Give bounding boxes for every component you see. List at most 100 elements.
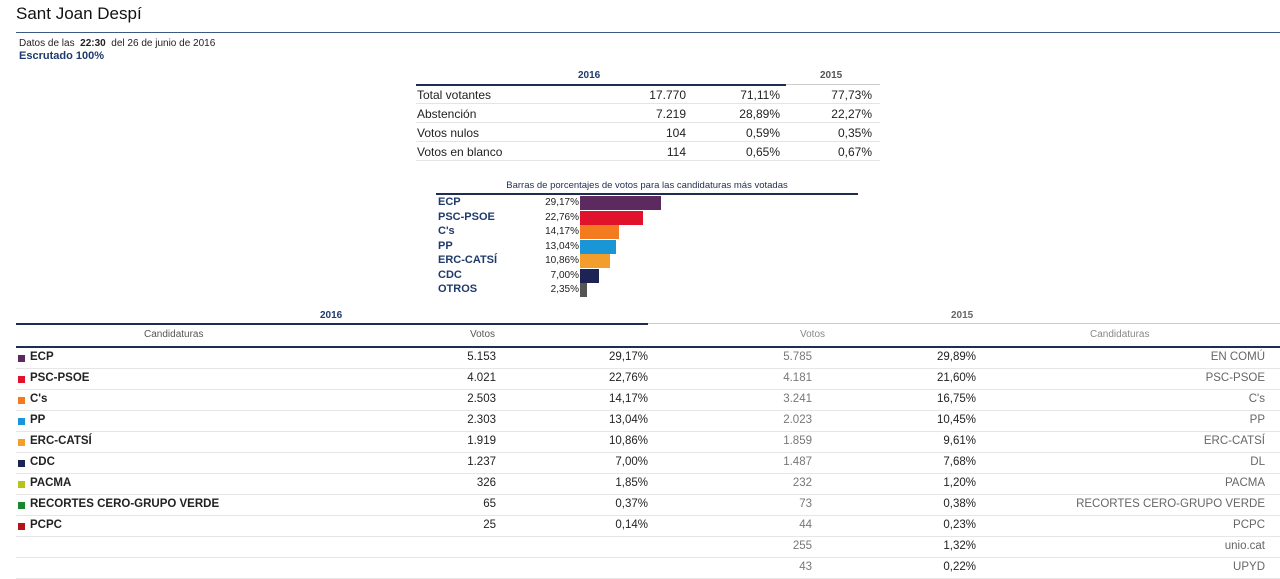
pct-2015: 21,60%: [936, 372, 976, 384]
pct-2015: 9,61%: [943, 435, 976, 447]
party-name: ERC-CATSÍ: [30, 435, 92, 447]
bar-category-label: PP: [438, 239, 453, 252]
results-row: PCPC 25 0,14% 44 0,23% PCPC: [16, 516, 1280, 537]
votes-2015: 3.241: [783, 393, 812, 405]
results-row: 255 1,32% unio.cat: [16, 537, 1280, 558]
chart-title: Barras de porcentajes de votos para las …: [506, 180, 788, 191]
results-row: CDC 1.237 7,00% 1.487 7,68% DL: [16, 453, 1280, 474]
pct-2015: 29,89%: [936, 351, 976, 363]
results-row: PACMA 326 1,85% 232 1,20% PACMA: [16, 474, 1280, 495]
bar: [580, 210, 643, 225]
votes-2015: 1.487: [783, 456, 812, 468]
results-2016-rule: [16, 323, 648, 325]
update-info: Datos de las 22:30 del 26 de junio de 20…: [19, 38, 215, 49]
pct-2015: 16,75%: [936, 393, 976, 405]
bar-row: C's 14,17%: [436, 225, 860, 239]
title-divider: [16, 32, 1280, 33]
summary-header: 2016 2015: [416, 68, 880, 86]
bar-row: ERC-CATSÍ 10,86%: [436, 254, 860, 268]
pct-2015: 0,38%: [943, 498, 976, 510]
votes-2015: 73: [799, 498, 812, 510]
bar: [580, 254, 610, 268]
summary-label: Votos nulos: [417, 126, 480, 140]
party-color-swatch: [18, 397, 25, 404]
bar-value-label: 2,35%: [550, 284, 579, 295]
summary-label: Votos en blanco: [417, 145, 503, 159]
summary-pct-2015: 0,67%: [837, 145, 872, 159]
header-candidaturas: Candidaturas: [144, 329, 204, 340]
votes-2016: 65: [483, 498, 496, 510]
header-votos-2015: Votos: [800, 329, 826, 340]
summary-votes: 114: [666, 145, 686, 159]
bar-value-label: 22,76%: [545, 211, 579, 223]
header-votos-2016: Votos: [470, 329, 496, 340]
party-name: PCPC: [30, 519, 62, 531]
party-name-2015: PCPC: [1233, 519, 1265, 531]
results-2015-rule: [648, 323, 1280, 324]
summary-2016-rule: [416, 84, 786, 86]
votes-2015: 255: [792, 540, 812, 552]
results-row: PSC-PSOE 4.021 22,76% 4.181 21,60% PSC-PSOE: [16, 369, 1280, 390]
party-name: CDC: [30, 456, 55, 468]
results-row: RECORTES CERO-GRUPO VERDE 65 0,37% 73 0,38% R…: [16, 495, 1280, 516]
summary-pct-2015: 22,27%: [831, 107, 872, 121]
pct-2015: 1,32%: [943, 540, 976, 552]
votes-2016: 1.237: [467, 456, 496, 468]
votes-2016: 5.153: [467, 351, 496, 363]
pct-2015: 7,68%: [943, 456, 976, 468]
bar-category-label: ERC-CATSÍ: [438, 254, 498, 266]
votes-2015: 5.785: [783, 351, 812, 363]
party-name: PACMA: [30, 477, 72, 489]
update-time: 22:30: [80, 38, 106, 49]
party-color-swatch: [18, 418, 25, 425]
summary-label: Total votantes: [417, 88, 492, 102]
party-name-2015: ERC-CATSÍ: [1203, 435, 1265, 447]
votes-2016: 25: [483, 519, 496, 531]
party-name: C's: [30, 393, 48, 405]
party-name-2015: RECORTES CERO-GRUPO VERDE: [1076, 498, 1265, 510]
summary-2015-rule: [786, 84, 880, 85]
party-color-swatch: [18, 460, 25, 467]
pct-2016: 1,85%: [615, 477, 648, 489]
summary-pct: 71,11%: [740, 88, 780, 102]
results-row: ERC-CATSÍ 1.919 10,86% 1.859 9,61% ERC-CATSÍ: [16, 432, 1280, 453]
pct-2016: 29,17%: [608, 351, 648, 363]
party-name: RECORTES CERO-GRUPO VERDE: [30, 498, 220, 510]
bar: [580, 225, 619, 239]
summary-pct-2015: 0,35%: [837, 126, 872, 140]
party-name-2015: PSC-PSOE: [1205, 372, 1265, 384]
results-row: 43 0,22% UPYD: [16, 558, 1280, 579]
bar-category-label: OTROS: [438, 283, 478, 295]
votes-2015: 2.023: [783, 414, 812, 426]
results-row: ECP 5.153 29,17% 5.785 29,89% EN COMÚ: [16, 348, 1280, 369]
bar-category-label: CDC: [438, 268, 462, 281]
party-name-2015: DL: [1250, 456, 1265, 468]
bar: [580, 239, 616, 254]
bar-category-label: ECP: [438, 196, 461, 208]
summary-votes: 104: [665, 126, 686, 140]
results-header-row: Candidaturas Votos Votos Candidaturas: [16, 324, 1280, 348]
party-name: ECP: [30, 351, 54, 363]
votes-2015: 1.859: [783, 435, 812, 447]
summary-pct: 0,65%: [745, 145, 780, 159]
pct-2016: 10,86%: [608, 435, 648, 447]
pct-2016: 14,17%: [608, 393, 648, 405]
bar-row: PP 13,04%: [436, 239, 860, 254]
votes-2015: 4.181: [783, 372, 812, 384]
votes-2015: 43: [799, 561, 812, 573]
bar-value-label: 10,86%: [545, 255, 579, 266]
pct-2016: 0,14%: [615, 519, 648, 531]
summary-row: Total votantes 17.770 71,11% 77,73%: [416, 85, 880, 104]
votes-2016: 1.919: [467, 435, 496, 447]
pct-2015: 0,22%: [943, 561, 976, 573]
bar-row: ECP 29,17%: [436, 196, 860, 210]
chart-title-rule: [436, 193, 858, 195]
summary-votes: 17.770: [649, 88, 686, 102]
votes-2016: 2.503: [467, 393, 496, 405]
pct-2015: 0,23%: [943, 519, 976, 531]
pct-2016: 22,76%: [608, 372, 648, 384]
results-row: C's 2.503 14,17% 3.241 16,75% C's: [16, 390, 1280, 411]
pct-2015: 10,45%: [936, 414, 976, 426]
summary-year-2015: 2015: [820, 70, 843, 81]
summary-pct: 28,89%: [739, 107, 780, 121]
